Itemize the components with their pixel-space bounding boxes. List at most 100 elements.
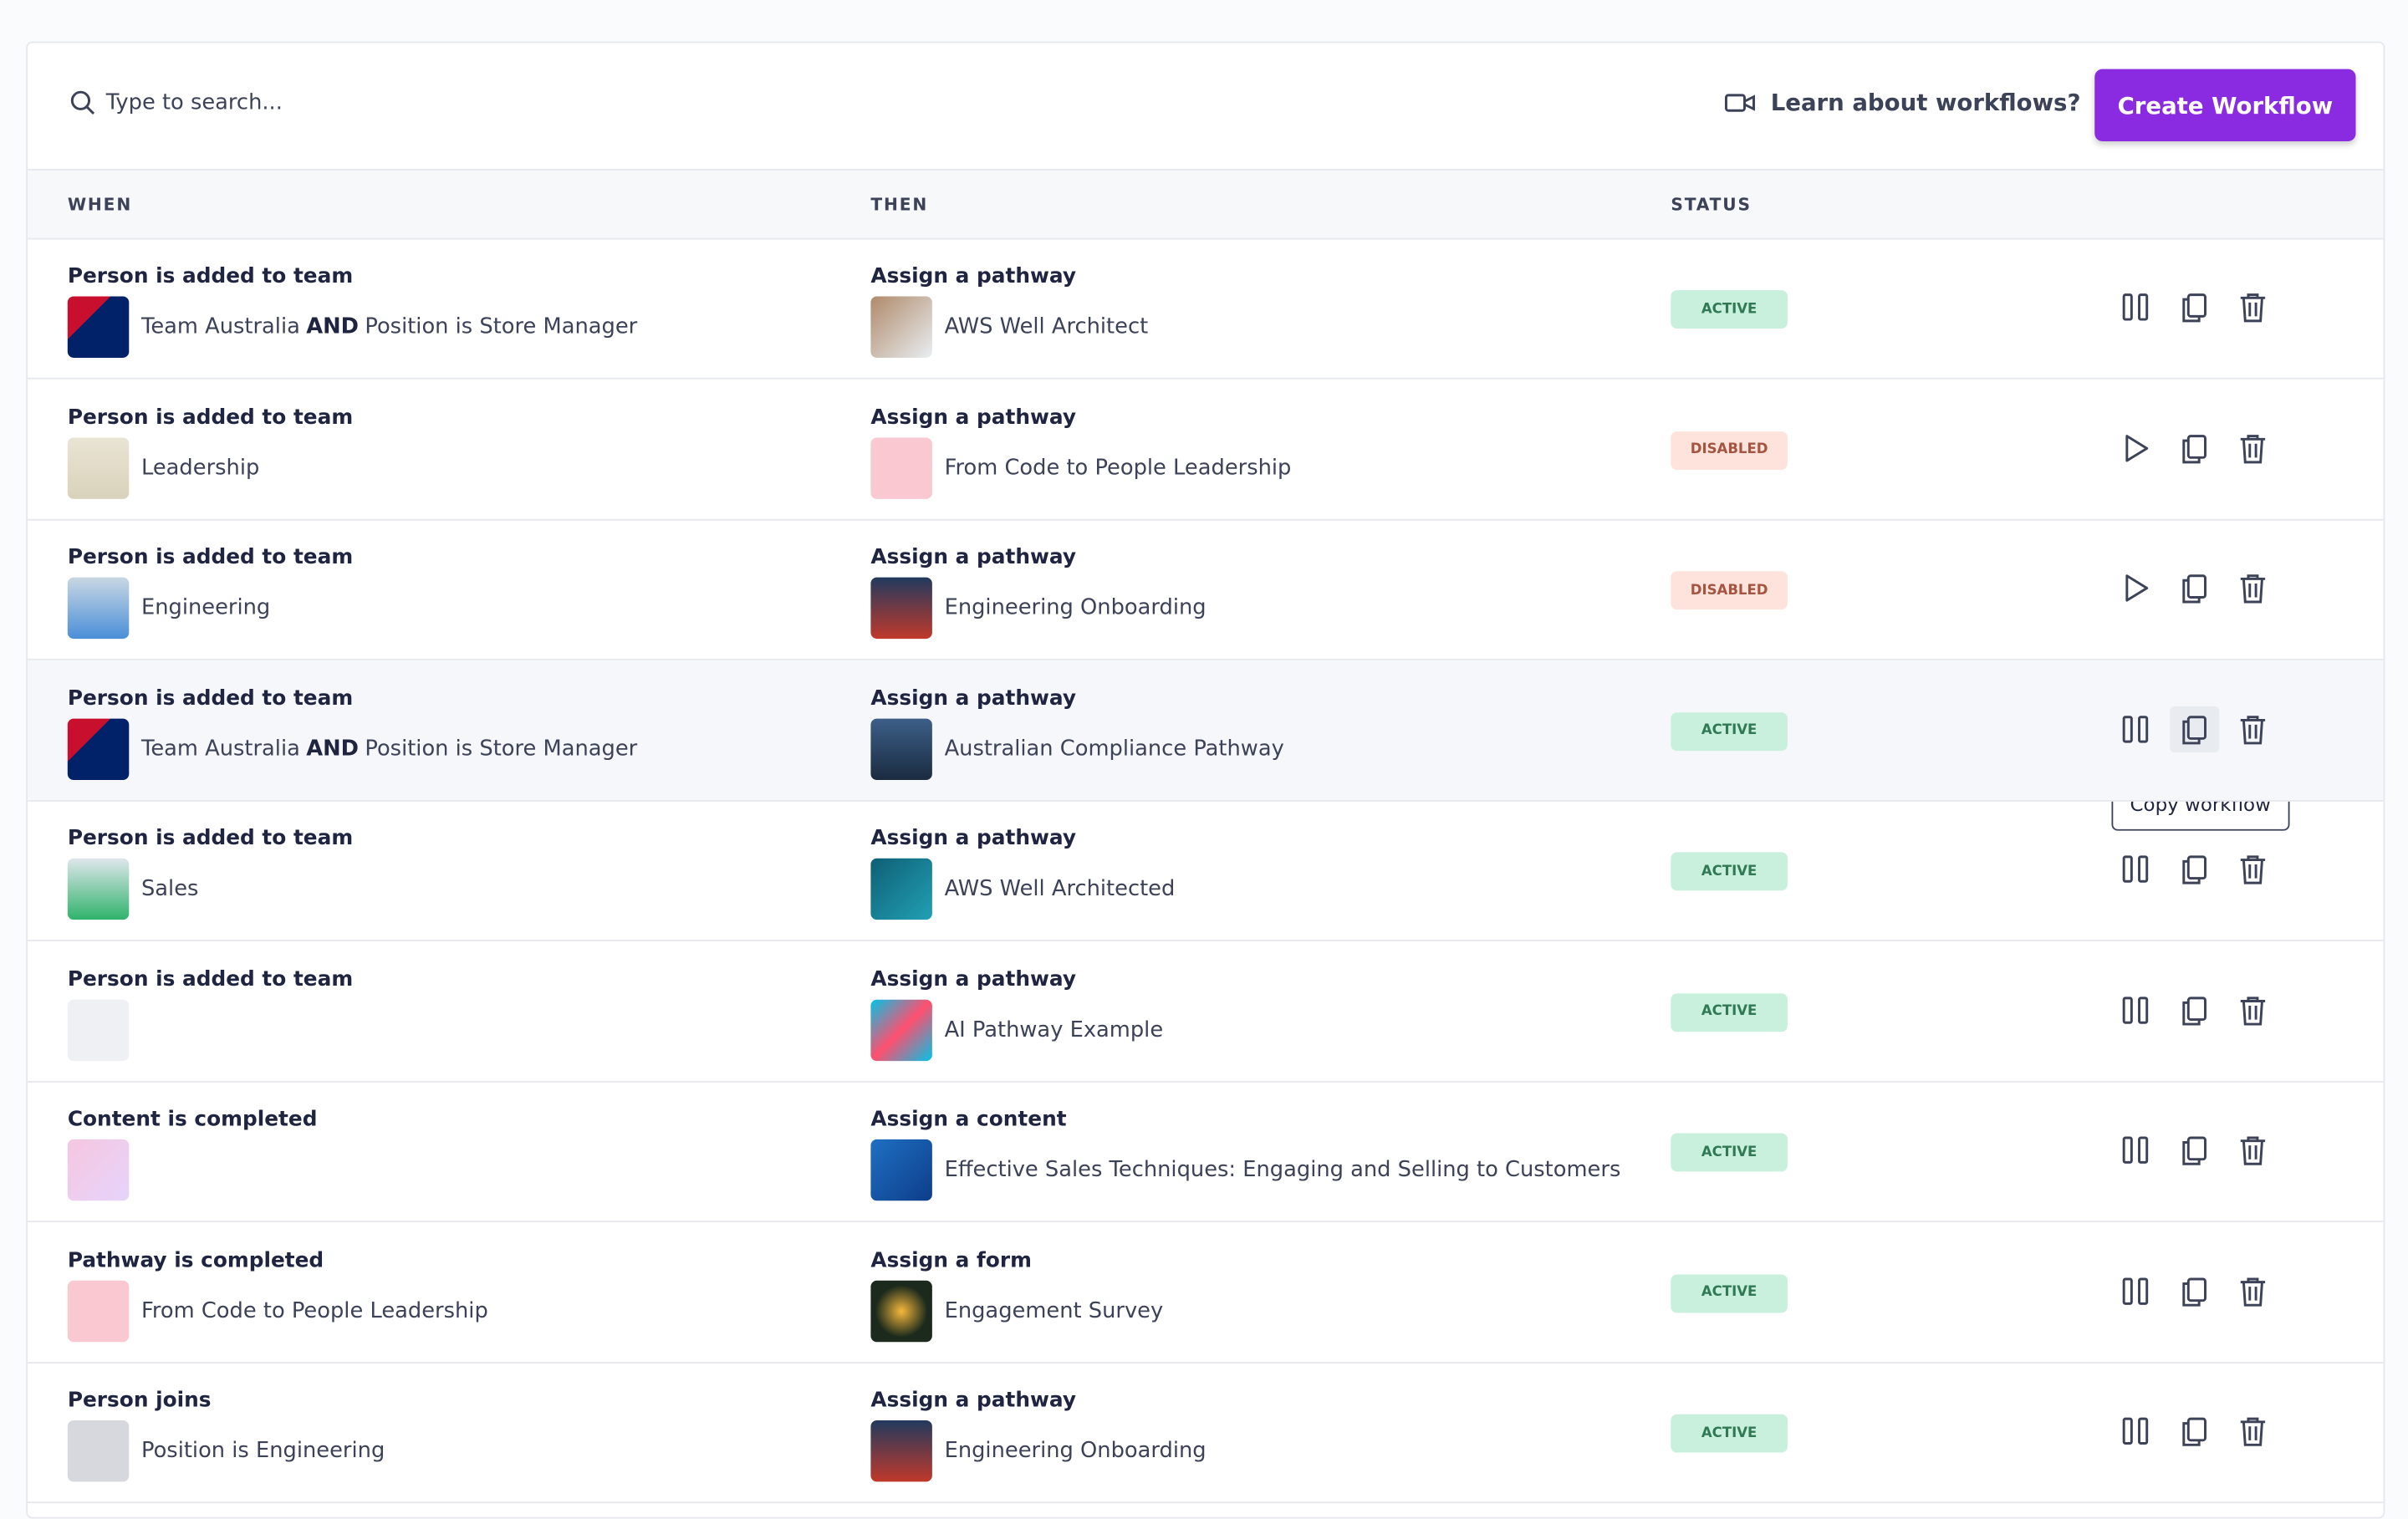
trigger: Person is added to team xyxy=(67,545,354,570)
trigger-thumbnail xyxy=(67,1139,130,1201)
detail-segment: Leadership xyxy=(140,455,260,480)
action: Assign a pathway xyxy=(870,826,1077,851)
trigger-thumbnail xyxy=(67,1420,130,1482)
search-icon xyxy=(70,90,95,115)
copy-button[interactable] xyxy=(2177,711,2211,745)
status-badge: ACTIVE xyxy=(1671,1273,1788,1313)
status-badge: ACTIVE xyxy=(1671,290,1788,329)
pause-button[interactable] xyxy=(2120,290,2153,324)
status-badge: ACTIVE xyxy=(1671,711,1788,751)
action-thumbnail xyxy=(870,1279,932,1342)
search-box[interactable]: Type to search... xyxy=(69,89,283,117)
trigger-detail: Position is Engineering xyxy=(141,1439,385,1463)
trigger-detail: From Code to People Leadership xyxy=(141,1298,488,1323)
delete-button[interactable] xyxy=(2236,1274,2269,1307)
trigger-detail: Sales xyxy=(141,877,198,901)
trigger-detail: Engineering xyxy=(141,596,270,620)
header-cell: WHEN xyxy=(67,195,133,216)
trigger-detail: Team Australia AND Position is Store Manag… xyxy=(141,315,637,339)
detail-segment: AND xyxy=(306,314,360,339)
action: Assign a pathway xyxy=(870,1388,1077,1413)
pause-button[interactable] xyxy=(2120,992,2153,1026)
delete-button[interactable] xyxy=(2236,431,2269,464)
action-thumbnail xyxy=(870,577,932,640)
detail-segment: Team Australia xyxy=(140,314,300,339)
trigger-detail: Leadership xyxy=(141,456,259,480)
copy-button[interactable] xyxy=(2177,852,2211,885)
action-detail: Engagement Survey xyxy=(944,1297,1164,1323)
copy-button[interactable] xyxy=(2177,1274,2211,1307)
trigger-thumbnail xyxy=(67,858,130,920)
delete-button[interactable] xyxy=(2236,1415,2269,1448)
action-thumbnail xyxy=(870,436,932,499)
trigger-thumbnail xyxy=(67,998,130,1061)
workflow-row: Person is added to team Leadership Assign … xyxy=(28,379,2384,520)
copy-button[interactable] xyxy=(2177,1415,2211,1448)
action-detail: Australian Compliance Pathway xyxy=(944,736,1284,762)
create-button[interactable]: Create Workflow xyxy=(2094,69,2356,141)
status-badge: ACTIVE xyxy=(1671,852,1788,891)
search-placeholder: Type to search... xyxy=(105,90,283,115)
action-detail: AWS Well Architect xyxy=(944,314,1149,339)
detail-segment: Position is Store Manager xyxy=(365,314,638,339)
copy-button[interactable] xyxy=(2177,571,2211,604)
play-button[interactable] xyxy=(2120,431,2153,464)
trigger: Person is added to team xyxy=(67,826,354,851)
play-button[interactable] xyxy=(2120,571,2153,604)
action-thumbnail xyxy=(870,998,932,1061)
action-detail: Effective Sales Techniques: Engaging and… xyxy=(944,1157,1621,1183)
pause-button[interactable] xyxy=(2120,711,2153,745)
workflow-row: Person is added to team Assign a pathway A… xyxy=(28,940,2384,1082)
workflow-card: Type to search... Learn about workflows?… xyxy=(26,41,2385,1519)
header-cell: STATUS xyxy=(1671,195,1752,216)
action-thumbnail xyxy=(870,1139,932,1201)
trigger-thumbnail xyxy=(67,1279,130,1342)
action-detail: AWS Well Architected xyxy=(944,876,1176,902)
action-detail: AI Pathway Example xyxy=(944,1017,1164,1042)
action: Assign a content xyxy=(870,1107,1067,1132)
status-badge: ACTIVE xyxy=(1671,1414,1788,1453)
copy-button[interactable] xyxy=(2177,1133,2211,1166)
learn-text: Learn about workflows? xyxy=(1770,89,2081,117)
workflow-row: Person is added to team Team Australia AND… xyxy=(28,238,2384,380)
action-thumbnail xyxy=(870,296,932,358)
delete-button[interactable] xyxy=(2236,852,2269,885)
workflow-row: Person is added to team Team Australia AND… xyxy=(28,659,2384,801)
action: Assign a pathway xyxy=(870,263,1077,289)
detail-segment: Engineering xyxy=(140,595,271,621)
detail-segment: Position is Store Manager xyxy=(365,736,638,762)
action: Assign a pathway xyxy=(870,404,1077,430)
delete-button[interactable] xyxy=(2236,1133,2269,1166)
action-detail: From Code to People Leadership xyxy=(944,455,1292,480)
delete-button[interactable] xyxy=(2236,711,2269,745)
workflow-row: Content is completed Assign a content Effe… xyxy=(28,1081,2384,1223)
trigger-thumbnail xyxy=(67,577,130,640)
learn-link[interactable]: Learn about workflows? xyxy=(1724,89,2081,117)
action-detail: Engineering Onboarding xyxy=(944,595,1207,621)
pause-button[interactable] xyxy=(2120,852,2153,885)
pause-button[interactable] xyxy=(2120,1274,2153,1307)
detail-segment: Team Australia xyxy=(140,736,300,762)
detail-segment: Sales xyxy=(140,876,199,902)
copy-button[interactable] xyxy=(2177,290,2211,324)
delete-button[interactable] xyxy=(2236,571,2269,604)
workflow-row: Person is added to team Engineering Assign… xyxy=(28,519,2384,660)
copy-button[interactable] xyxy=(2177,431,2211,464)
trigger: Pathway is completed xyxy=(67,1247,324,1272)
copy-button[interactable] xyxy=(2177,992,2211,1026)
trigger-thumbnail xyxy=(67,717,130,780)
pause-button[interactable] xyxy=(2120,1133,2153,1166)
trigger: Person is added to team xyxy=(67,966,354,991)
hover-bg xyxy=(2170,705,2220,752)
trigger: Person is added to team xyxy=(67,686,354,711)
trigger: Person is added to team xyxy=(67,263,354,289)
action: Assign a form xyxy=(870,1247,1032,1272)
workflow-row: Person joins Position is Engineering Assig… xyxy=(28,1362,2384,1504)
detail-segment: From Code to People Leadership xyxy=(140,1297,488,1323)
trigger-thumbnail xyxy=(67,436,130,499)
delete-button[interactable] xyxy=(2236,290,2269,324)
pause-button[interactable] xyxy=(2120,1415,2153,1448)
delete-button[interactable] xyxy=(2236,992,2269,1026)
workflow-row: Person is added to team Sales Assign a pat… xyxy=(28,800,2384,941)
